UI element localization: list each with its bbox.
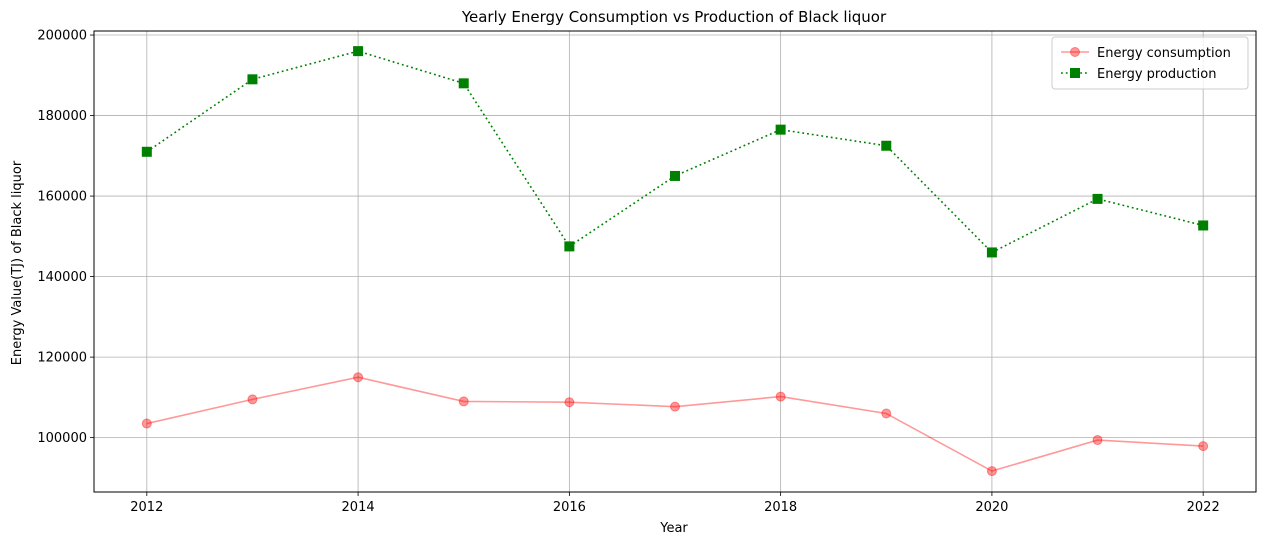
x-axis-title: Year: [659, 521, 688, 536]
data-point: [141, 418, 152, 429]
legend: Energy consumption Energy production: [1051, 36, 1249, 90]
data-point: [1092, 193, 1103, 204]
data-point: [353, 372, 364, 383]
grid-lines: [94, 31, 1256, 492]
series-line: [146, 376, 1204, 472]
data-point: [458, 396, 469, 407]
data-point: [881, 140, 892, 151]
plot-area: [93, 30, 1257, 493]
x-tick-label: 2012: [130, 500, 163, 515]
y-axis: 100000 120000 140000 160000 180000 200000: [37, 29, 94, 446]
data-point: [670, 401, 680, 412]
data-point: [775, 124, 786, 135]
x-tick-label: 2022: [1187, 500, 1220, 515]
data-point: [881, 408, 892, 419]
data-point: [458, 78, 469, 89]
series-layer: [141, 46, 1209, 477]
data-point: [986, 466, 997, 477]
chart-title: Yearly Energy Consumption vs Production …: [461, 8, 887, 26]
x-axis: 2012 2014 2016 2018 2020 2022: [130, 492, 1220, 515]
data-point: [564, 397, 575, 408]
data-point: [1092, 435, 1103, 446]
data-point: [564, 241, 575, 252]
legend-box: [1051, 36, 1249, 90]
data-point: [247, 74, 258, 85]
legend-label: Energy consumption: [1097, 46, 1231, 61]
legend-label: Energy production: [1097, 67, 1216, 82]
y-tick-label: 180000: [37, 109, 87, 124]
data-point: [1198, 441, 1209, 452]
y-tick-label: 200000: [37, 29, 87, 44]
legend-marker: [1070, 68, 1080, 78]
data-point: [1198, 220, 1209, 231]
data-point: [353, 46, 364, 57]
data-point: [670, 170, 680, 181]
y-tick-label: 160000: [37, 190, 87, 205]
y-tick-label: 140000: [37, 270, 87, 285]
x-tick-label: 2016: [553, 500, 586, 515]
y-tick-label: 100000: [37, 431, 87, 446]
series-energy-production: [141, 46, 1209, 258]
x-tick-label: 2020: [975, 500, 1008, 515]
data-point: [986, 247, 997, 258]
series-energy-consumption: [141, 372, 1209, 477]
series-line: [146, 50, 1204, 254]
y-axis-title: Energy Value(TJ) of Black liquor: [10, 160, 25, 365]
x-tick-label: 2018: [764, 500, 797, 515]
legend-marker: [1070, 47, 1080, 57]
data-point: [141, 146, 152, 157]
x-tick-label: 2014: [342, 500, 375, 515]
data-point: [775, 391, 786, 402]
data-point: [247, 394, 258, 405]
y-tick-label: 120000: [37, 351, 87, 366]
